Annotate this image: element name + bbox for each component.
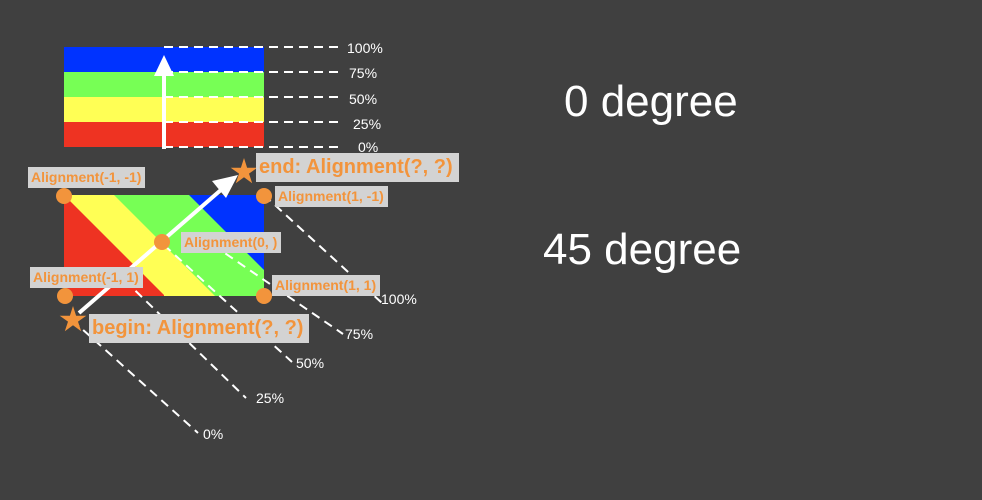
- vertical-direction-arrow: [154, 55, 174, 149]
- tag-alignment-top-right: Alignment(1, -1): [275, 186, 388, 207]
- tag-alignment-bottom-right: Alignment(1, 1): [272, 275, 381, 296]
- alignment-points: [56, 188, 272, 304]
- angle-label-45-degree: 45 degree: [543, 225, 742, 274]
- dot-bottom-right: [256, 288, 272, 304]
- tag-end-alignment: end: Alignment(?, ?): [256, 153, 459, 182]
- arrowhead-diagonal-icon: [212, 175, 238, 198]
- pct-label-50: 50%: [349, 91, 378, 107]
- diag-pct-label-100: 100%: [381, 291, 417, 307]
- diag-guide-100: [263, 194, 383, 304]
- diagonal-direction-arrow: [77, 175, 238, 315]
- dot-center: [154, 234, 170, 250]
- dot-top-left: [56, 188, 72, 204]
- tag-alignment-bottom-left: Alignment(-1, 1): [30, 267, 143, 288]
- dot-bottom-left: [57, 288, 73, 304]
- pct-label-0: 0%: [358, 139, 379, 155]
- diag-pct-label-0: 0%: [203, 426, 224, 442]
- diag-guide-0: [71, 319, 199, 434]
- pct-label-25: 25%: [353, 116, 382, 132]
- diag-pct-label-50: 50%: [296, 355, 325, 371]
- angle-label-0-degree: 0 degree: [564, 77, 738, 126]
- tag-begin-alignment: begin: Alignment(?, ?): [89, 314, 310, 343]
- tag-alignment-center: Alignment(0, ): [181, 232, 282, 253]
- diag-pct-label-75: 75%: [345, 326, 374, 342]
- pct-label-75: 75%: [349, 65, 378, 81]
- tag-alignment-top-left: Alignment(-1, -1): [28, 167, 146, 188]
- dot-top-right: [256, 188, 272, 204]
- diag-pct-label-25: 25%: [256, 390, 285, 406]
- begin-star-icon: [59, 306, 87, 332]
- end-star-icon: [230, 158, 258, 184]
- pct-label-100: 100%: [347, 40, 383, 56]
- arrowhead-up-icon: [154, 55, 174, 76]
